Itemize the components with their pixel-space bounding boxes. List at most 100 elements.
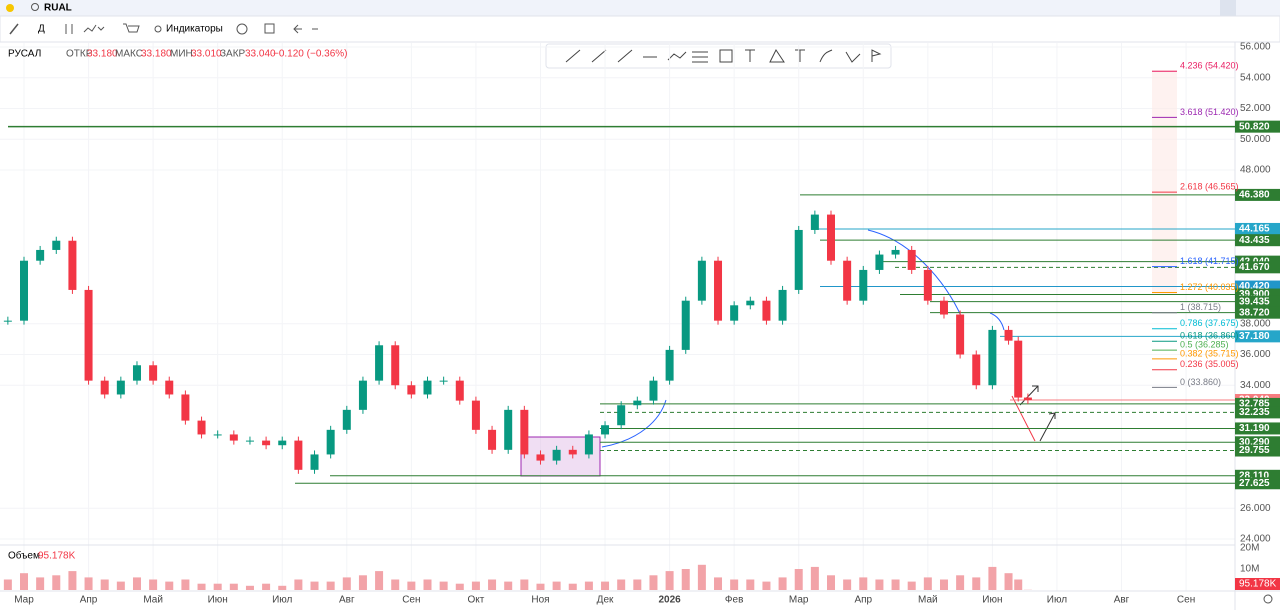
volume-bar: [972, 577, 980, 590]
candle: [375, 345, 383, 380]
candle: [811, 215, 819, 230]
volume-bar: [601, 582, 609, 590]
level-label: 39.435: [1239, 296, 1270, 307]
symbol[interactable]: RUAL: [44, 3, 72, 14]
volume-bar: [908, 582, 916, 590]
fib-label: 2.618 (46.565): [1180, 181, 1239, 191]
level-label: 37.180: [1239, 331, 1270, 342]
fib-label: 4.236 (54.420): [1180, 61, 1239, 71]
legend-close-label: ЗАКР: [220, 49, 246, 60]
volume-bar: [746, 580, 754, 591]
level-label: 38.720: [1239, 307, 1270, 318]
candle: [359, 381, 367, 410]
volume-bar: [892, 580, 900, 591]
collapse-button[interactable]: [1220, 0, 1236, 16]
candle: [36, 250, 44, 261]
volume-bar: [246, 586, 254, 590]
legend-low: 33.010: [191, 49, 222, 60]
candle: [311, 454, 319, 469]
volume-bar: [214, 584, 222, 590]
candle: [424, 381, 432, 395]
fib-label: 1 (38.715): [1180, 302, 1221, 312]
volume-bar: [68, 571, 76, 590]
candle: [585, 434, 593, 454]
candle: [908, 250, 916, 270]
candle: [85, 290, 93, 381]
volume-bar: [956, 575, 964, 590]
volume-bar: [262, 584, 270, 590]
candle: [149, 365, 157, 380]
volume-bar: [36, 577, 44, 590]
candle: [440, 381, 448, 382]
volume-bar: [85, 577, 93, 590]
volume-last: 95.178K: [38, 551, 76, 562]
candle: [972, 355, 980, 386]
x-tick-label: Сен: [402, 595, 420, 606]
candle: [779, 290, 787, 321]
x-tick-label: Авг: [339, 595, 355, 606]
fib-label: 1.618 (41.715): [1180, 256, 1239, 266]
interval-button[interactable]: Д: [38, 24, 45, 35]
volume-bar: [682, 569, 690, 590]
y-tick-label: 52.000: [1240, 103, 1271, 114]
level-label: 44.165: [1239, 224, 1270, 235]
x-tick-label: Окт: [467, 595, 484, 606]
volume-bar: [1014, 580, 1022, 591]
x-tick-label: Авг: [1114, 595, 1130, 606]
volume-bar: [327, 582, 335, 590]
volume-bar: [859, 577, 867, 590]
y-tick-label: 26.000: [1240, 503, 1271, 514]
volume-bar: [133, 577, 141, 590]
fib-label: 0 (33.860): [1180, 377, 1221, 387]
level-label: 27.625: [1239, 478, 1270, 489]
x-tick-label: Май: [918, 595, 938, 606]
volume-bar: [488, 580, 496, 591]
volume-bar: [424, 580, 432, 591]
volume-bar: [472, 582, 480, 590]
settings-icon[interactable]: [1264, 595, 1272, 603]
candle: [133, 365, 141, 380]
volume-bar: [795, 569, 803, 590]
volume-bar: [585, 582, 593, 590]
legend-close: 33.040: [245, 49, 276, 60]
level-label: 31.190: [1239, 423, 1270, 434]
volume-bar: [988, 567, 996, 590]
volume-last-tag: 95.178K: [1239, 579, 1277, 590]
candle: [294, 441, 302, 470]
x-tick-label: Дек: [597, 595, 614, 606]
candle: [892, 250, 900, 255]
candle: [327, 430, 335, 455]
x-tick-label: Мар: [14, 595, 34, 606]
candle: [52, 241, 60, 250]
volume-bar: [730, 580, 738, 591]
candle: [714, 261, 722, 321]
candle: [569, 450, 577, 455]
x-tick-label: Май: [143, 595, 163, 606]
fib-label: 0.382 (35.715): [1180, 348, 1239, 358]
candle: [278, 441, 286, 446]
fib-label: 0.786 (37.675): [1180, 318, 1239, 328]
volume-bar: [391, 580, 399, 591]
y-tick-label: 54.000: [1240, 72, 1271, 83]
legend-high: 33.180: [141, 49, 172, 60]
volume-bar: [924, 577, 932, 590]
x-tick-label: Июн: [982, 595, 1002, 606]
volume-bar: [553, 582, 561, 590]
indicators-button[interactable]: Индикаторы: [166, 24, 223, 35]
candle: [262, 441, 270, 446]
candle: [391, 345, 399, 385]
candle: [553, 450, 561, 461]
candle: [488, 430, 496, 450]
candle: [666, 350, 674, 381]
candle: [649, 381, 657, 401]
candle: [617, 405, 625, 425]
volume-bar: [504, 582, 512, 590]
volume-bar: [294, 580, 302, 591]
volume-bar: [1005, 573, 1013, 590]
volume-bar: [52, 575, 60, 590]
volume-bar: [779, 577, 787, 590]
volume-bar: [843, 580, 851, 591]
legend: РУСАЛ ОТКР 33.180 МАКС 33.180 МИН 33.010…: [8, 49, 348, 60]
y-tick-label: 36.000: [1240, 349, 1271, 360]
